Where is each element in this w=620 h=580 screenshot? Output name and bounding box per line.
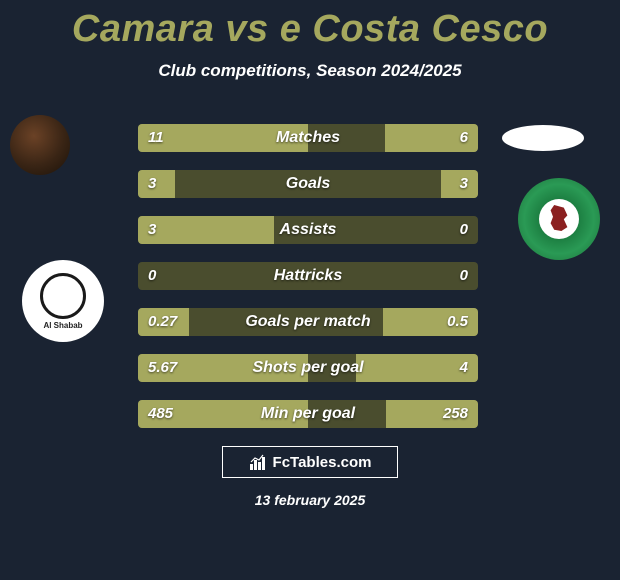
stat-label: Goals per match [138,308,478,336]
horse-icon [539,199,579,239]
player-right-avatar [502,125,584,151]
comparison-subtitle: Club competitions, Season 2024/2025 [0,61,620,81]
stats-comparison-chart: 116Matches 33Goals 30Assists 00Hattricks 0.2… [138,124,478,446]
stat-label: Min per goal [138,400,478,428]
stat-row: 30Assists [138,216,478,244]
team-left-badge: Al Shabab [22,260,104,342]
stat-label: Shots per goal [138,354,478,382]
stat-row: 00Hattricks [138,262,478,290]
stat-row: 485258Min per goal [138,400,478,428]
chart-icon [249,453,267,471]
brand-logo: FcTables.com [222,446,398,478]
player-left-avatar [10,115,70,175]
stat-label: Hattricks [138,262,478,290]
team-right-badge [518,178,600,260]
footer-date: 13 february 2025 [0,492,620,508]
shield-icon [40,273,86,319]
team-left-name: Al Shabab [43,321,82,330]
stat-label: Goals [138,170,478,198]
stat-row: 0.270.5Goals per match [138,308,478,336]
stat-row: 116Matches [138,124,478,152]
stat-label: Matches [138,124,478,152]
brand-name: FcTables.com [273,454,372,471]
comparison-title: Camara vs e Costa Cesco [0,0,620,51]
stat-label: Assists [138,216,478,244]
stat-row: 5.674Shots per goal [138,354,478,382]
stat-row: 33Goals [138,170,478,198]
